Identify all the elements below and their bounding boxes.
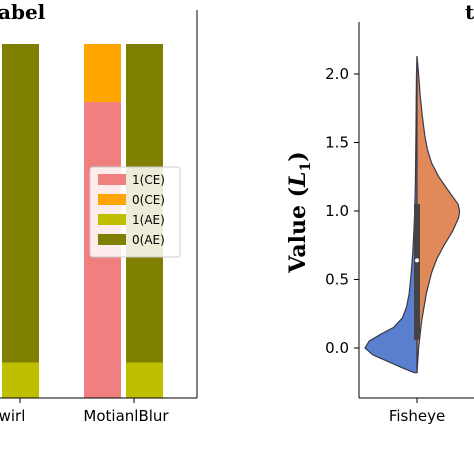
violin-chart: t Value (L1) 0.0 0.5 1.0 1.5 2.0 Fisheye xyxy=(285,0,474,425)
left-chart-title: abel xyxy=(0,0,46,24)
legend-swatch xyxy=(98,174,126,185)
y-axis-label-close: ) xyxy=(285,151,311,161)
legend-entries: 1(CE) 0(CE) 1(AE) 0(AE) xyxy=(98,173,165,247)
bar-wirl-1ae xyxy=(2,362,39,398)
bar-wirl-0ae xyxy=(2,44,39,363)
y-tick-label: 1.5 xyxy=(325,134,349,152)
right-x-ticks: Fisheye xyxy=(389,398,445,425)
y-tick-label: 2.0 xyxy=(325,65,349,83)
right-x-tick-label: Fisheye xyxy=(389,407,445,425)
y-axis-label-var: L xyxy=(285,171,311,187)
y-tick-label: 0.0 xyxy=(325,339,349,357)
left-x-ticks: wirl MotianlBlur xyxy=(0,398,169,425)
y-axis-label-main: Value ( xyxy=(285,187,311,274)
y-axis-label: Value (L1) xyxy=(285,151,314,273)
right-y-ticks: 0.0 0.5 1.0 1.5 2.0 xyxy=(325,65,359,357)
violin-body xyxy=(364,56,461,374)
violin-box xyxy=(414,204,420,340)
legend: 1(CE) 0(CE) 1(AE) 0(AE) xyxy=(89,166,181,258)
legend-swatch xyxy=(98,234,126,245)
left-x-tick-label: wirl xyxy=(0,407,25,425)
legend-label: 0(CE) xyxy=(132,193,165,207)
y-axis-label-sub: 1 xyxy=(298,162,314,172)
legend-label: 0(AE) xyxy=(132,233,165,247)
violin-median xyxy=(415,258,419,263)
violin-right-half xyxy=(416,56,461,373)
y-tick-label: 1.0 xyxy=(325,202,349,220)
left-x-tick-label: MotianlBlur xyxy=(83,407,169,425)
legend-swatch xyxy=(98,194,126,205)
bar-motianlblur-1ae xyxy=(126,362,163,398)
stacked-bar-chart: abel wirl MotianlBlur 1(CE) 0(CE) 1(AE) 0(AE… xyxy=(0,0,198,425)
right-chart-title: t xyxy=(465,0,474,24)
y-tick-label: 0.5 xyxy=(325,271,349,289)
legend-label: 1(CE) xyxy=(132,173,165,187)
legend-label: 1(AE) xyxy=(132,213,165,227)
violin-left-half xyxy=(364,56,418,374)
legend-swatch xyxy=(98,214,126,225)
bar-motianlblur-0ce xyxy=(84,44,121,103)
